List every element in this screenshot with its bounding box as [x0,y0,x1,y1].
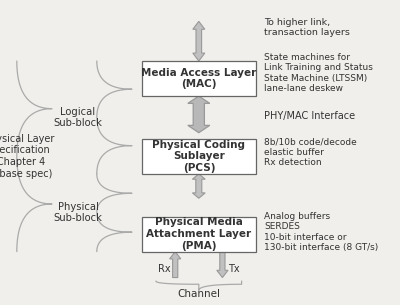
Text: Channel: Channel [177,289,220,299]
Polygon shape [192,174,205,198]
Text: Media Access Layer
(MAC): Media Access Layer (MAC) [141,68,257,89]
Text: State machines for
Link Training and Status
State Machine (LTSSM)
lane-lane desk: State machines for Link Training and Sta… [264,53,373,93]
Text: Physical
Sub-block: Physical Sub-block [54,202,102,223]
Text: Physical Layer
Specification
(Chapter 4
of base spec): Physical Layer Specification (Chapter 4 … [0,134,54,178]
FancyBboxPatch shape [142,139,256,174]
Polygon shape [217,252,228,278]
Text: Physical Coding
Sublayer
(PCS): Physical Coding Sublayer (PCS) [152,140,246,173]
Polygon shape [193,21,205,61]
Polygon shape [170,252,181,278]
FancyBboxPatch shape [142,61,256,96]
Text: Tx: Tx [228,264,240,274]
Text: Logical
Sub-block: Logical Sub-block [54,107,102,128]
Text: PHY/MAC Interface: PHY/MAC Interface [264,111,355,121]
Text: Analog buffers
SERDES
10-bit interface or
130-bit interface (8 GT/s): Analog buffers SERDES 10-bit interface o… [264,212,378,252]
Text: Physical Media
Attachment Layer
(PMA): Physical Media Attachment Layer (PMA) [146,217,252,251]
Text: To higher link,
transaction layers: To higher link, transaction layers [264,18,350,37]
Text: Rx: Rx [158,264,170,274]
Text: 8b/10b code/decode
elastic buffer
Rx detection: 8b/10b code/decode elastic buffer Rx det… [264,138,357,167]
Polygon shape [188,96,210,133]
FancyBboxPatch shape [142,217,256,252]
